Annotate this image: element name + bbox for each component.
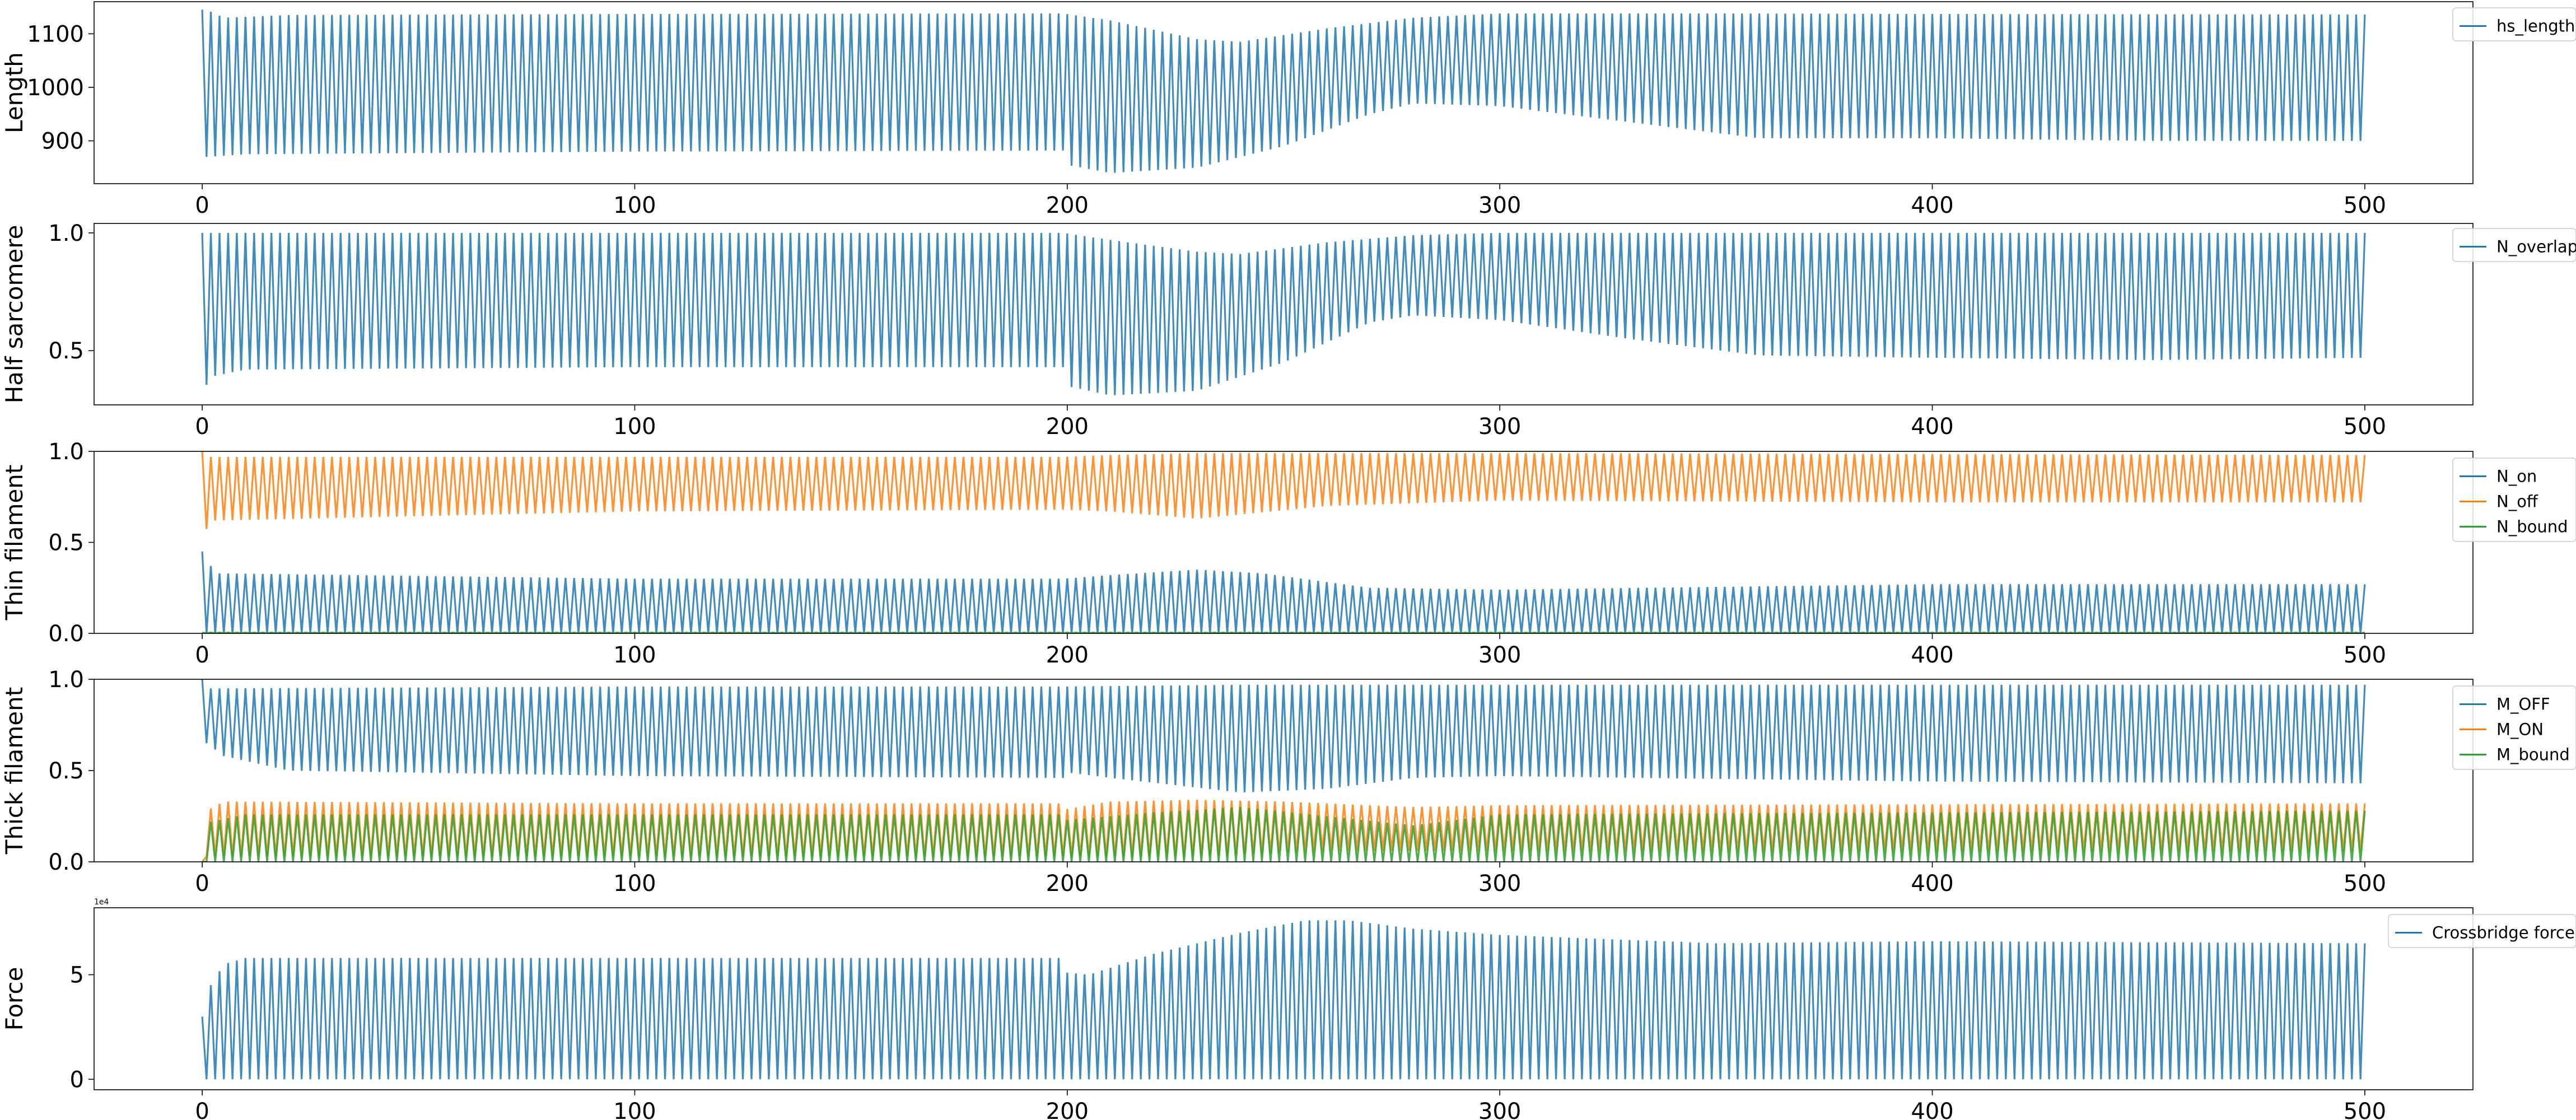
series-line-M_bound — [202, 807, 2366, 862]
legend-label: N_bound — [2496, 517, 2568, 536]
legend-box — [2452, 228, 2576, 262]
y-tick-label: 900 — [41, 129, 84, 155]
y-tick-label: 0.5 — [48, 758, 84, 784]
x-tick-label: 100 — [613, 193, 656, 218]
series-line-Crossbridge force — [201, 920, 2366, 1080]
legend-layer: hs_length N_overlap N_on N_off N_bound M_OFF M… — [2388, 7, 2576, 948]
x-tick-label: 0 — [195, 642, 209, 668]
series-layer — [201, 10, 2366, 1080]
legend-box — [2452, 7, 2576, 41]
x-tick-label: 400 — [1911, 193, 1953, 218]
series-line-N_overlap — [201, 232, 2366, 395]
x-tick-label: 500 — [2344, 642, 2386, 668]
y-offset-label: 1e4 — [94, 898, 109, 907]
legend-label: N_off — [2496, 492, 2538, 511]
x-tick-label: 500 — [2344, 414, 2386, 440]
legend-box — [2388, 914, 2576, 948]
x-tick-label: 100 — [613, 1099, 656, 1120]
axes-layer — [88, 1, 2474, 1095]
x-tick-label: 100 — [613, 871, 656, 897]
y-tick-label: 0.5 — [48, 338, 84, 364]
legend-box — [2452, 458, 2576, 542]
plot-frame — [94, 223, 2474, 405]
x-tick-label: 0 — [195, 871, 209, 897]
legend-label: M_OFF — [2496, 695, 2550, 714]
x-tick-label: 200 — [1046, 414, 1089, 440]
x-tick-label: 400 — [1911, 414, 1953, 440]
y-tick-label: 0 — [70, 1067, 84, 1093]
legend-label: N_overlap — [2496, 237, 2576, 256]
x-tick-label: 300 — [1478, 642, 1521, 668]
series-line-N_off — [201, 451, 2366, 529]
legend-label: M_ON — [2496, 720, 2544, 739]
y-axis-label: Force — [1, 967, 28, 1031]
y-tick-label: 0.5 — [48, 530, 84, 556]
legend-label: Crossbridge force — [2432, 923, 2575, 942]
y-axis-label: Length — [1, 52, 28, 133]
x-tick-label: 500 — [2344, 1099, 2386, 1120]
y-axis-label: Half sarcomere — [1, 225, 28, 404]
x-tick-label: 400 — [1911, 1099, 1953, 1120]
x-tick-label: 200 — [1046, 193, 1089, 218]
x-tick-label: 300 — [1478, 193, 1521, 218]
x-tick-label: 0 — [195, 193, 209, 218]
x-tick-label: 200 — [1046, 871, 1089, 897]
x-tick-label: 300 — [1478, 414, 1521, 440]
legend-label: hs_length — [2496, 17, 2575, 36]
legend-box — [2452, 685, 2576, 770]
x-tick-label: 100 — [613, 642, 656, 668]
legend-label: N_on — [2496, 467, 2537, 486]
y-tick-label: 5 — [70, 963, 84, 988]
x-tick-label: 0 — [195, 414, 209, 440]
y-tick-label: 1.0 — [48, 667, 84, 693]
y-tick-label: 1100 — [27, 21, 84, 47]
y-tick-label: 1000 — [27, 75, 84, 101]
x-tick-label: 0 — [195, 1099, 209, 1120]
x-tick-label: 100 — [613, 414, 656, 440]
series-line-hs_length — [201, 10, 2366, 173]
y-tick-label: 1.0 — [48, 221, 84, 246]
x-tick-label: 500 — [2344, 193, 2386, 218]
series-line-N_on — [201, 551, 2366, 633]
x-tick-label: 400 — [1911, 642, 1953, 668]
y-axis-label: Thick filament — [1, 687, 28, 855]
x-tick-label: 200 — [1046, 1099, 1089, 1120]
legend-label: M_bound — [2496, 745, 2570, 764]
x-tick-label: 300 — [1478, 1099, 1521, 1120]
x-tick-label: 200 — [1046, 642, 1089, 668]
y-tick-label: 0.0 — [48, 850, 84, 875]
series-line-M_OFF — [201, 679, 2366, 792]
y-tick-label: 0.0 — [48, 621, 84, 647]
y-axis-label: Thin filament — [1, 465, 28, 621]
x-tick-label: 500 — [2344, 871, 2386, 897]
plot-frame — [94, 907, 2474, 1090]
plot-frame — [94, 1, 2474, 184]
x-tick-label: 300 — [1478, 871, 1521, 897]
x-tick-label: 400 — [1911, 871, 1953, 897]
y-tick-label: 1.0 — [48, 439, 84, 465]
